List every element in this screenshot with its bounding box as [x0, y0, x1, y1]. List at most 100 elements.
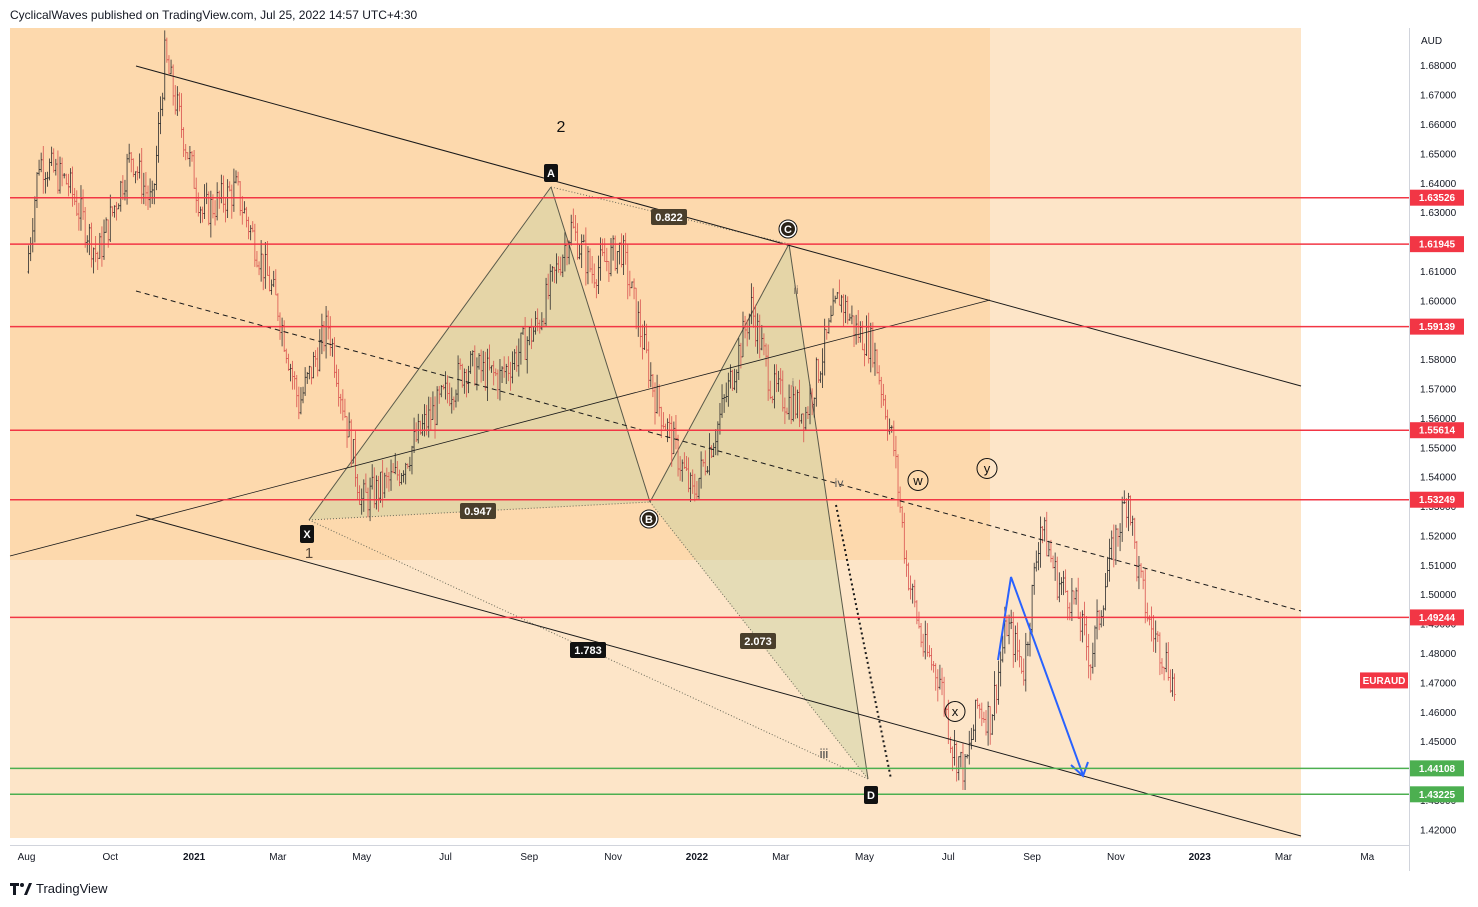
currency-label: AUD: [1421, 36, 1442, 47]
pattern-point-marker: [300, 525, 314, 543]
time-tick-label: May: [855, 852, 874, 863]
price-tick-label: 1.60000: [1420, 296, 1457, 307]
range-zone-inner: [10, 28, 990, 560]
wave-ring: [907, 469, 929, 491]
time-tick-label: Nov: [1107, 852, 1125, 863]
price-tick-label: 1.61000: [1420, 267, 1457, 278]
channel-lower-line: [135, 514, 1302, 837]
pattern-leg: [649, 243, 790, 503]
channel-median-line: [135, 290, 1302, 612]
pattern-point-marker: [642, 512, 656, 526]
publish-header: CyclicalWaves published on TradingView.c…: [0, 0, 1478, 28]
fib-ratio-label: 0.822: [655, 212, 683, 224]
tradingview-brand[interactable]: TradingView: [10, 881, 108, 896]
footer: TradingView: [0, 872, 1478, 907]
level-tag-label: 1.49244: [1419, 613, 1456, 624]
price-tick-label: 1.68000: [1420, 61, 1457, 72]
wave-ring: [976, 457, 998, 479]
pattern-leg: [308, 186, 552, 521]
symbol-tag-label: EURAUD: [1363, 676, 1406, 687]
fib-ratio-tag: [460, 503, 496, 519]
wave-label: ii: [793, 283, 798, 297]
fib-ratio-tag: [740, 633, 776, 649]
time-tick-label: Ma: [1360, 852, 1374, 863]
pattern-point-label: B: [645, 514, 653, 526]
price-tick-label: 1.51000: [1420, 561, 1457, 572]
price-tick-label: 1.67000: [1420, 91, 1457, 102]
wave-label: x: [952, 704, 959, 719]
pattern-point-marker: [781, 222, 795, 236]
time-tick-label: Sep: [1023, 852, 1041, 863]
level-tag: [1410, 609, 1464, 626]
level-tag: [1410, 786, 1464, 803]
time-tick-label: 2022: [686, 852, 709, 863]
price-tick-label: 1.46000: [1420, 708, 1457, 719]
time-tick-label: Mar: [269, 852, 287, 863]
wave-label: y: [984, 461, 991, 476]
wave-ring: [944, 700, 966, 722]
pattern-triangle-bcd: [650, 244, 868, 779]
time-tick-label: Nov: [604, 852, 622, 863]
price-tick-label: 1.54000: [1420, 473, 1457, 484]
price-tick-label: 1.55000: [1420, 443, 1457, 454]
pattern-point-label: A: [547, 168, 555, 180]
price-tick-label: 1.50000: [1420, 590, 1457, 601]
wave-label: 2: [557, 119, 566, 136]
level-tag-label: 1.59139: [1419, 322, 1456, 333]
time-tick-label: 2023: [1189, 852, 1212, 863]
time-tick-label: Mar: [772, 852, 790, 863]
time-tick-label: Sep: [520, 852, 538, 863]
price-tick-label: 1.42000: [1420, 825, 1457, 836]
level-tag: [1410, 318, 1464, 335]
level-tag: [1410, 422, 1464, 439]
price-tick-label: 1.56000: [1420, 414, 1457, 425]
fib-ratio-label: 1.783: [574, 645, 602, 657]
price-tick-label: 1.64000: [1420, 179, 1457, 190]
price-tick-label: 1.57000: [1420, 384, 1457, 395]
level-tag: [1410, 491, 1464, 508]
time-tick-label: May: [352, 852, 371, 863]
time-tick-label: Jul: [942, 852, 955, 863]
fib-ratio-label: 0.947: [464, 506, 492, 518]
price-tick-label: 1.63000: [1420, 208, 1457, 219]
wave-label: 1: [305, 545, 313, 562]
tradingview-logo-icon: [10, 882, 32, 895]
pattern-leg: [550, 186, 651, 503]
level-tag-label: 1.61945: [1419, 240, 1456, 251]
price-tick-label: 1.47000: [1420, 678, 1457, 689]
fib-ratio-label: 2.073: [744, 636, 772, 648]
level-tag-label: 1.55614: [1419, 426, 1456, 437]
channel-upper-line: [135, 65, 1302, 387]
wave-label: i: [792, 376, 795, 390]
candles: [27, 30, 1176, 791]
price-tick-label: 1.58000: [1420, 355, 1457, 366]
wedge-line: [835, 504, 892, 780]
level-tags: 1.63526 1.61945 1.59139 1.55614 1.53249 1.492…: [1360, 189, 1464, 803]
publish-info: CyclicalWaves published on TradingView.c…: [10, 8, 418, 22]
level-tag-label: 1.43225: [1419, 790, 1456, 801]
wave-label: w: [912, 473, 923, 488]
pattern-point-label: C: [784, 224, 792, 236]
drawings: [9, 65, 1302, 837]
pattern-point-label: X: [303, 529, 311, 541]
level-tag: [1410, 236, 1464, 253]
level-tag: [1410, 189, 1464, 206]
fib-ratio-tag: [570, 642, 606, 658]
time-tick-label: Jul: [439, 852, 452, 863]
price-tick-label: 1.65000: [1420, 149, 1457, 160]
time-tick-label: Oct: [103, 852, 119, 863]
price-tick-label: 1.45000: [1420, 737, 1457, 748]
pattern-ratio-line: [308, 519, 869, 780]
price-levels: [10, 196, 1409, 796]
pattern-point-marker: [544, 164, 558, 182]
pattern-leg: [788, 243, 869, 780]
wave-label: iv: [835, 476, 844, 490]
wave-label: iii: [820, 746, 829, 761]
pattern-point-marker: [864, 786, 878, 804]
level-tag-label: 1.44108: [1419, 764, 1456, 775]
time-tick-label: 2021: [183, 852, 206, 863]
time-tick-label: Aug: [18, 852, 36, 863]
price-tick-label: 1.52000: [1420, 531, 1457, 542]
